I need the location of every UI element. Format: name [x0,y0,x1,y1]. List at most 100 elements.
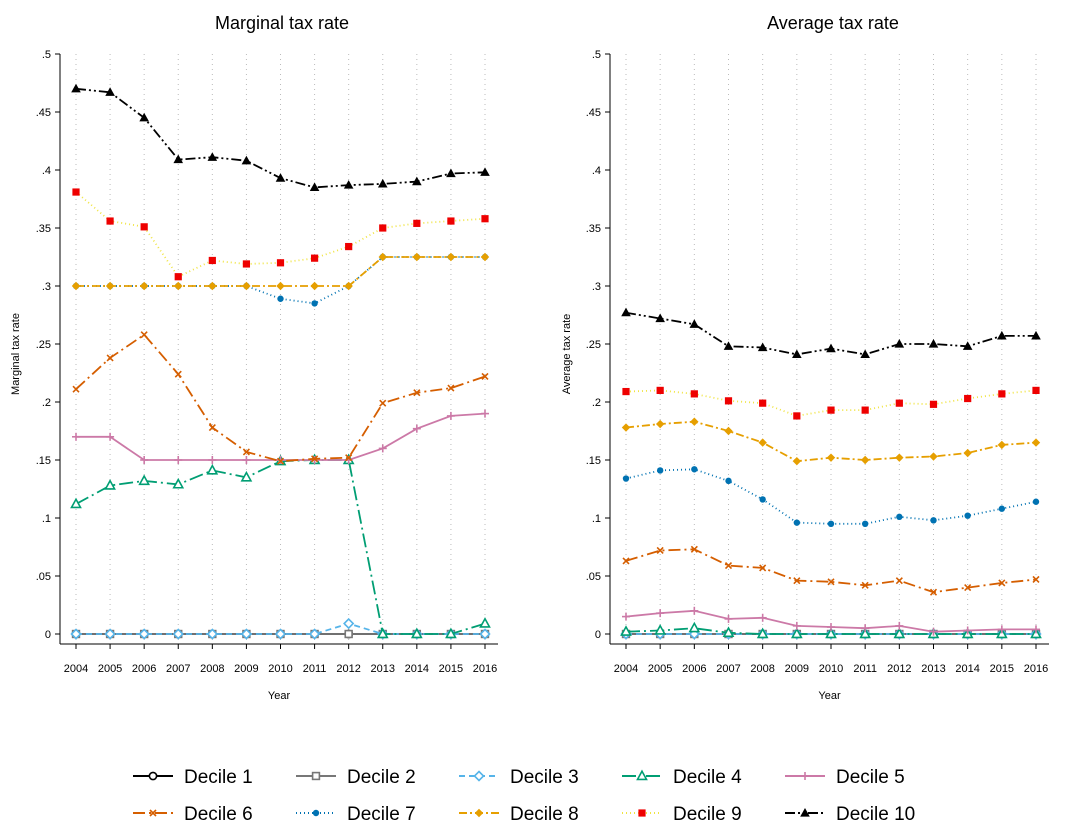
legend-label: Decile 9 [673,804,742,825]
data-point [344,629,353,639]
data-point [622,475,630,482]
data-point [621,423,631,432]
data-point [929,400,938,408]
y-tick-label: .5 [42,49,51,61]
data-point [208,256,216,265]
x-tick-label: 2011 [303,663,327,675]
x-tick-label: 2012 [336,663,360,675]
series-10 [71,83,490,191]
data-point [963,448,972,458]
data-point [104,628,116,640]
data-point [793,577,801,585]
data-point [690,417,699,426]
data-point [309,182,320,191]
data-point [964,584,972,592]
data-point [412,252,422,262]
legend-marker [636,769,648,781]
data-point [207,152,218,161]
data-point [622,557,630,565]
x-tick-label: 2016 [1024,663,1048,675]
x-tick-label: 2005 [648,663,672,675]
data-point [242,260,251,268]
data-point [72,385,80,393]
data-point [70,497,82,509]
data-point [242,456,251,464]
data-point [655,419,665,429]
y-tick-label: .1 [42,513,51,525]
data-point [138,628,150,640]
data-point [861,520,869,527]
y-tick-label: .25 [36,339,51,351]
data-point [242,281,251,291]
y-tick-label: .35 [586,223,601,235]
data-point [242,448,250,456]
data-point [140,331,148,339]
x-tick-label: 2006 [132,663,156,675]
data-point [276,456,285,464]
data-point [723,341,734,350]
x-axis-label: Year [818,690,841,702]
data-point [1031,438,1041,447]
data-point [997,625,1006,634]
y-tick-label: .05 [586,571,601,583]
data-point [70,628,82,640]
chart-title: Average tax rate [767,13,899,33]
legend-label: Decile 2 [347,767,416,788]
data-point [860,455,870,465]
legend-item: Decile 1 [133,767,253,788]
data-point [826,343,836,353]
data-point [859,627,872,639]
data-point [174,281,183,291]
data-point [656,467,664,474]
data-point [724,397,733,405]
data-point [172,628,184,640]
data-point [447,384,455,392]
x-tick-label: 2011 [853,663,877,675]
data-point [792,621,801,630]
y-tick-label: .2 [42,397,51,409]
legend-item: Decile 10 [785,804,915,825]
data-point [1032,498,1040,505]
data-point [308,628,321,640]
y-tick-label: .45 [36,107,51,119]
data-point [895,399,903,407]
data-point [1031,330,1041,340]
x-tick-label: 2015 [990,663,1014,675]
data-point [860,349,870,359]
legend-label: Decile 7 [347,804,416,825]
data-point [622,387,630,396]
data-point [310,281,319,291]
data-point [861,581,869,589]
data-point [446,411,455,420]
data-point [446,252,456,262]
y-tick-label: .15 [36,455,51,467]
series-7 [622,466,1040,527]
y-tick-label: .4 [42,165,51,177]
data-point [345,242,353,251]
data-point [758,613,767,622]
data-point [139,112,149,122]
data-point [104,479,116,490]
x-tick-label: 2008 [200,663,224,675]
data-point [208,456,217,464]
x-tick-label: 2007 [166,663,190,675]
data-point [106,354,114,362]
x-axis-label: Year [268,690,291,702]
chart-panel-1: 0 .05 .1 .15 .2 .25 .3 .35 .4 .45 .5 2004 2005 2006 20… [10,13,498,702]
y-tick-label: .25 [586,339,601,351]
data-point [861,406,869,414]
data-point [998,505,1006,512]
legend-label: Decile 10 [836,804,915,825]
data-point [827,578,835,586]
data-point [412,176,422,186]
data-point [310,456,319,464]
data-point [240,628,253,640]
data-point [173,154,184,164]
legend-marker [311,771,321,781]
data-point [274,628,287,640]
data-point [998,390,1006,398]
data-point [998,579,1006,587]
x-tick-label: 2008 [750,663,774,675]
x-tick-label: 2012 [887,663,911,675]
data-point [895,621,904,630]
